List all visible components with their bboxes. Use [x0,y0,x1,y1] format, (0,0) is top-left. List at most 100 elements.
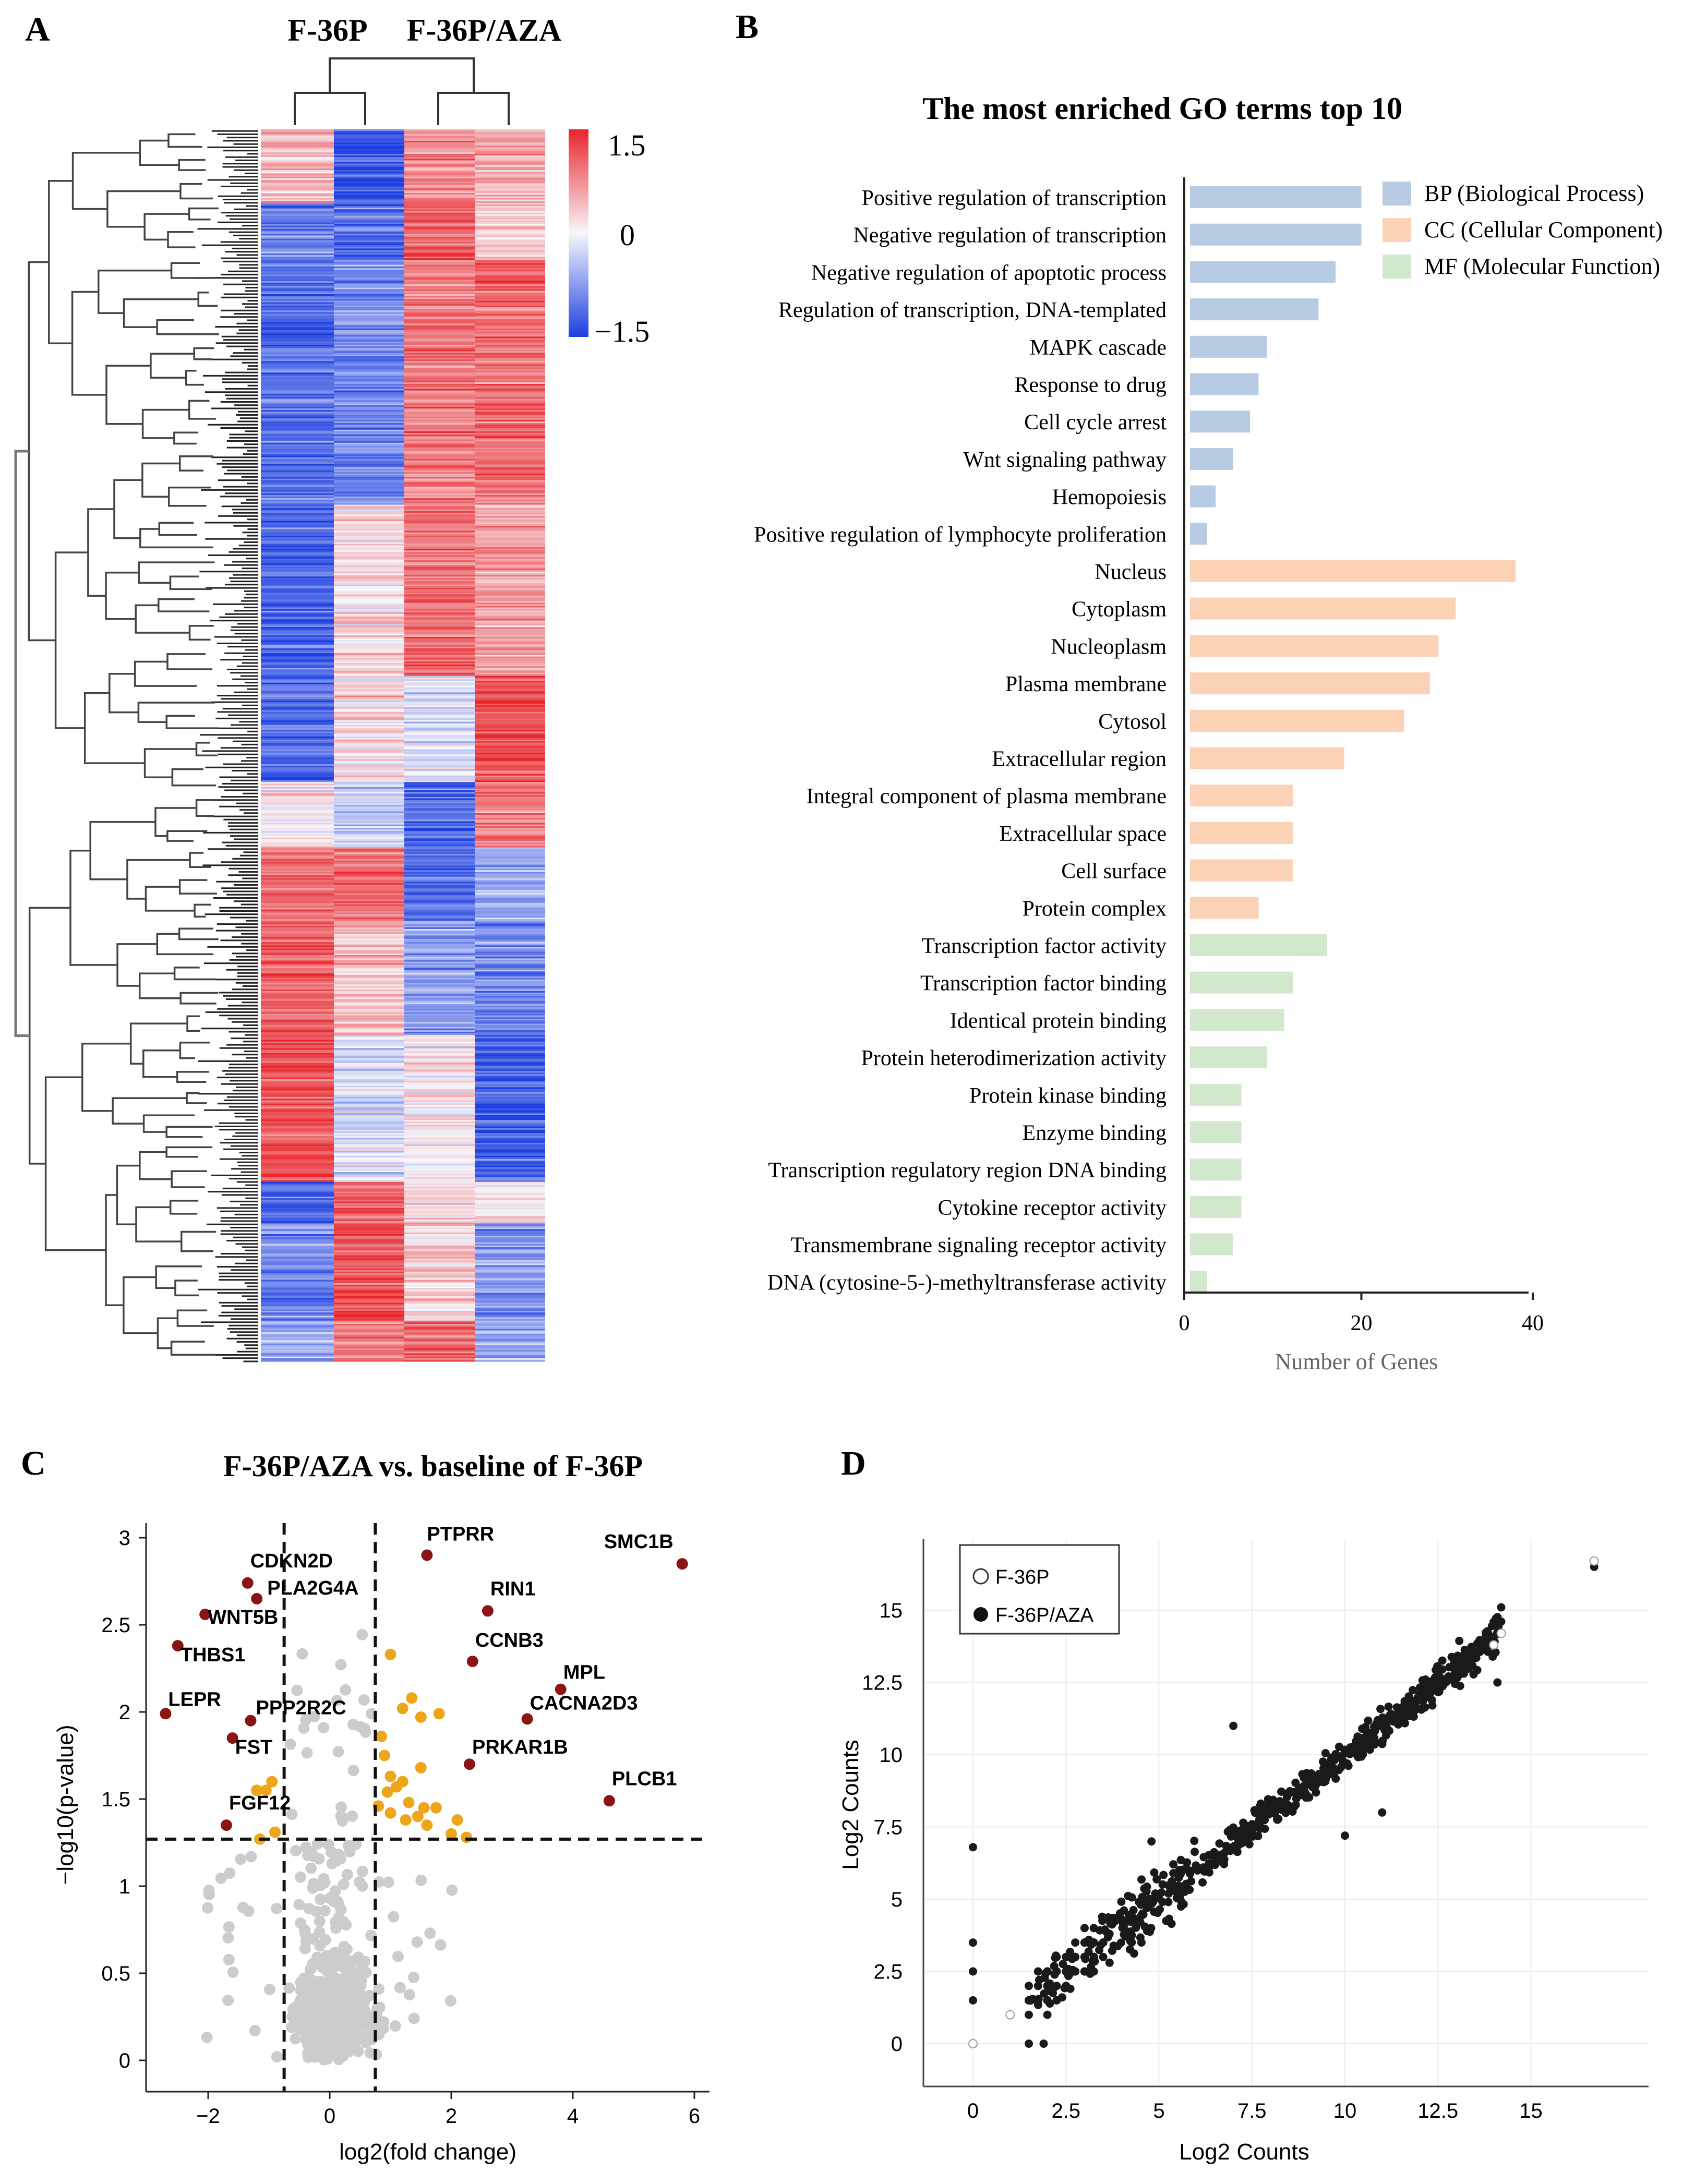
heatmap-cell [334,1301,404,1303]
heatmap-cell [404,385,475,388]
heatmap-cell [475,488,545,490]
heatmap-cell [334,614,404,616]
heatmap-cell [261,718,334,721]
heatmap-cell [334,1278,404,1281]
heatmap-cell [334,710,404,713]
heatmap-cell [334,449,404,451]
heatmap-cell [334,787,404,789]
heatmap-cell [334,322,404,324]
heatmap-cell [404,292,475,295]
heatmap-cell [261,797,334,799]
heatmap-cell [404,723,475,726]
heatmap-cell [475,522,545,525]
go-category-label: Cytokine receptor activity [937,1196,1167,1220]
heatmap-cell [404,201,475,203]
heatmap-cell [404,731,475,734]
counts-point-aza [1451,1672,1460,1681]
heatmap-cell [261,251,334,254]
heatmap-cell [404,762,475,765]
heatmap-cell [404,421,475,424]
heatmap-cell [404,399,475,401]
row-dendrogram-branch [173,431,198,445]
heatmap-cell [334,1077,404,1080]
heatmap-cell [475,814,545,817]
counts-point-aza [1099,1938,1108,1947]
heatmap-cell [261,1046,334,1048]
counts-point-aza [1127,1938,1136,1947]
heatmap-cell [475,934,545,936]
heatmap-cell [475,1197,545,1199]
heatmap-cell [404,415,475,417]
heatmap-cell [334,349,404,352]
heatmap-cell [261,284,334,286]
heatmap-cell [404,882,475,884]
volcano-x-tick-label: 4 [567,2105,579,2128]
heatmap-cell [475,986,545,988]
heatmap-cell [404,1203,475,1205]
heatmap-cell [475,276,545,279]
heatmap-cell [475,1000,545,1003]
heatmap-cell [404,1113,475,1116]
heatmap-cell [261,831,334,833]
heatmap-cell [261,480,334,482]
heatmap-cell [404,1152,475,1155]
heatmap-cell [475,1257,545,1259]
heatmap-cell [334,1155,404,1158]
heatmap-cell [475,1250,545,1252]
heatmap-cell [261,575,334,577]
volcano-point-ns [392,1950,404,1962]
heatmap-cell [334,1236,404,1238]
heatmap-cell [404,253,475,256]
row-dendrogram-branch [188,625,214,641]
heatmap-cell [404,153,475,156]
heatmap-cell [334,878,404,880]
row-dendrogram-branch [138,561,215,584]
heatmap-cell [404,1201,475,1204]
heatmap-cell [475,448,545,450]
heatmap-cell [261,1116,334,1119]
heatmap-cell [404,875,475,877]
heatmap-cell [334,898,404,900]
heatmap-cell [475,1224,545,1226]
heatmap-cell [261,162,334,164]
heatmap-cell [261,537,334,539]
heatmap-cell [404,1090,475,1093]
heatmap-cell [334,281,404,283]
heatmap-cell [334,589,404,592]
heatmap-cell [334,1329,404,1331]
heatmap-cell [404,583,475,585]
heatmap-cell [334,183,404,185]
heatmap-cell [475,868,545,871]
heatmap-cell [334,633,404,636]
heatmap-cell [475,320,545,322]
heatmap-cell [334,454,404,456]
heatmap-cell [334,1056,404,1058]
counts-point-aza [1417,1704,1426,1712]
heatmap-cell [475,1359,545,1362]
heatmap-cell [475,955,545,957]
heatmap-cell [261,767,334,769]
heatmap-cell [334,844,404,846]
heatmap-cell [334,182,404,184]
row-dendrogram-branch [185,369,204,386]
heatmap-cell [475,1236,545,1238]
heatmap-cell [334,749,404,752]
row-dendrogram-branch [169,575,212,590]
heatmap-cell [475,537,545,539]
heatmap-cell [261,950,334,952]
heatmap-cell [475,452,545,455]
heatmap-cell [404,357,475,360]
heatmap-cell [475,432,545,435]
heatmap-cell [261,1338,334,1341]
heatmap-cell [261,746,334,749]
heatmap-cell [334,458,404,461]
heatmap-cell [261,860,334,863]
heatmap-cell [475,772,545,775]
counts-point-aza [1313,1779,1322,1788]
heatmap-cell [475,886,545,889]
heatmap-cell [261,1041,334,1044]
heatmap-cell [404,522,475,525]
heatmap-cell [261,772,334,775]
heatmap-cell [334,1151,404,1153]
heatmap-cell [475,284,545,286]
